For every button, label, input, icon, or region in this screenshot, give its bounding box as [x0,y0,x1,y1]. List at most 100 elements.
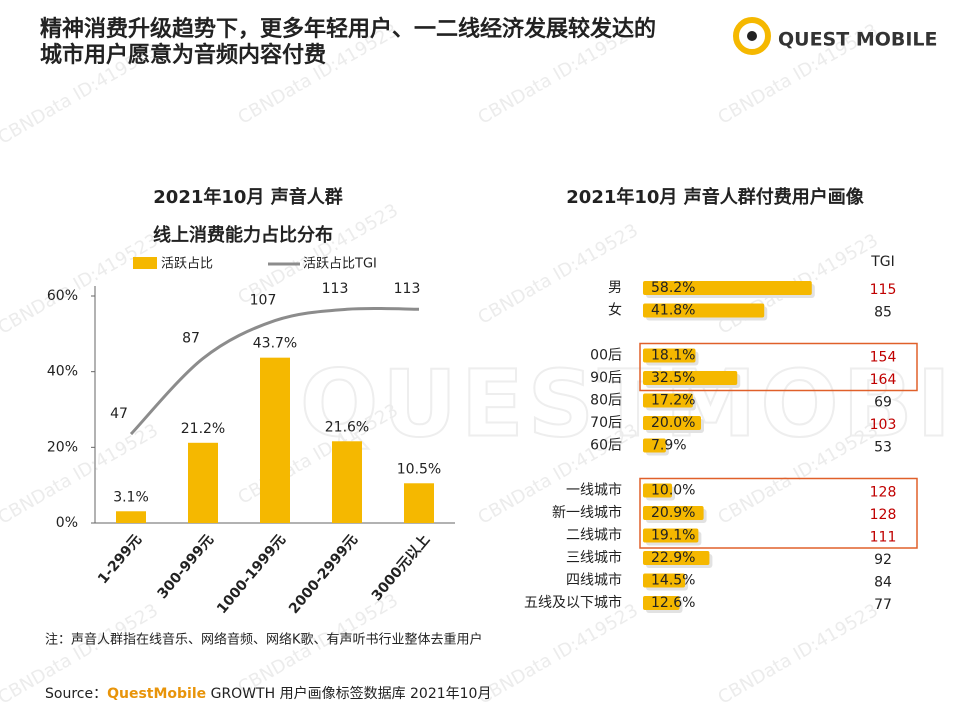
bar [643,438,666,453]
data-label: 12.6% [651,595,695,611]
bar [116,511,146,523]
watermark: CBNData ID:419523 [475,600,642,709]
bar [643,596,680,610]
tgi-value: 164 [870,372,897,388]
note: 注：声音人群指在线音乐、网络音频、网络K歌、有声听书行业整体去重用户 [45,632,483,648]
data-label: 20.0% [651,415,695,431]
row-label: 90后 [590,370,622,386]
y-tick-label: 60% [47,288,78,304]
data-label: 43.7% [253,336,297,352]
bar [643,551,710,565]
data-label: 14.5% [651,573,695,589]
data-label: 19.1% [651,528,695,544]
logo-icon [747,31,757,41]
y-tick-label: 20% [47,439,78,455]
data-label: 17.2% [651,393,695,409]
row-label: 四线城市 [566,572,622,589]
row-label: 一线城市 [566,482,622,499]
line-label: 113 [322,281,349,297]
row-label: 80后 [590,393,622,409]
row-label: 新一线城市 [552,504,622,521]
watermark: CBNData ID:419523 [715,600,882,709]
row-label: 二线城市 [566,527,622,544]
row-label: 五线及以下城市 [524,594,622,611]
tgi-value: 128 [870,507,897,523]
bar [643,303,765,318]
bar [643,506,704,520]
bar [643,348,696,363]
x-tick-label: 2000-2999元 [286,532,361,617]
data-label: 18.1% [651,348,695,364]
data-label: 20.9% [651,505,695,521]
line-label: 107 [250,293,277,309]
bar [643,393,693,408]
tgi-value: 128 [870,485,897,501]
x-tick-label: 300-999元 [155,532,218,602]
highlight-box [639,477,918,549]
data-label: 10.5% [397,461,441,477]
watermark: CBNData ID:419523 [0,230,162,339]
chart-title: 2021年10月 声音人群付费用户画像 [566,186,864,208]
data-label: 32.5% [651,370,695,386]
data-label: 21.2% [181,421,225,437]
tgi-value: 84 [874,575,892,591]
data-label: 10.0% [651,483,695,499]
source-brand: QuestMobile [107,686,206,702]
tgi-value: 154 [870,350,897,366]
tgi-value: 111 [870,530,897,546]
bar [643,416,701,430]
tgi-value: 77 [874,597,892,613]
logo-icon [733,17,771,55]
data-label: 22.9% [651,550,695,566]
legend-label: 活跃占比 [161,257,213,272]
tgi-value: 103 [870,417,897,433]
bar [643,528,699,543]
logo-text: QUEST MOBILE [778,29,938,51]
tgi-value: 115 [870,282,897,298]
x-tick-label: 1-299元 [95,532,145,587]
tgi-line [129,306,420,436]
bar [643,573,686,588]
source: Source：QuestMobile GROWTH 用户画像标签数据库 2021… [45,685,491,702]
data-label: 21.6% [325,419,369,435]
bar [188,442,218,523]
headline: 精神消费升级趋势下，更多年轻用户、一二线经济发展较发达的 [40,16,656,42]
bar [643,371,738,385]
chart-title: 2021年10月 声音人群 [153,186,342,208]
tgi-value: 69 [874,395,892,411]
row-label: 60后 [590,438,622,454]
row-label: 00后 [590,348,622,364]
line-label: 87 [182,330,200,346]
x-tick-label: 1000-1999元 [214,532,289,617]
bar [643,281,812,295]
headline: 城市用户愿意为音频内容付费 [40,42,326,68]
data-label: 58.2% [651,280,695,296]
line-label: 113 [394,281,421,297]
tgi-value: 85 [874,305,892,321]
bar [260,357,290,523]
bar [404,483,434,523]
y-tick-label: 40% [47,364,78,380]
chart-subtitle: 线上消费能力占比分布 [153,224,333,246]
data-label: 3.1% [113,489,149,505]
x-tick-label: 3000元以上 [369,532,433,604]
legend-swatch [133,257,157,269]
tgi-value: 53 [874,440,892,456]
bar [643,483,672,498]
tgi-header: TGI [870,254,895,270]
row-label: 70后 [590,415,622,431]
source-rest: GROWTH 用户画像标签数据库 2021年10月 [206,685,491,702]
y-tick-label: 0% [56,515,78,531]
data-label: 7.9% [651,438,687,454]
highlight-box [639,342,918,392]
legend-label: 活跃占比TGI [303,257,377,272]
row-label: 女 [608,302,622,319]
line-label: 47 [110,406,128,422]
row-label: 男 [608,280,622,296]
bar [332,441,362,523]
tgi-value: 92 [874,552,892,568]
row-label: 三线城市 [566,549,622,566]
